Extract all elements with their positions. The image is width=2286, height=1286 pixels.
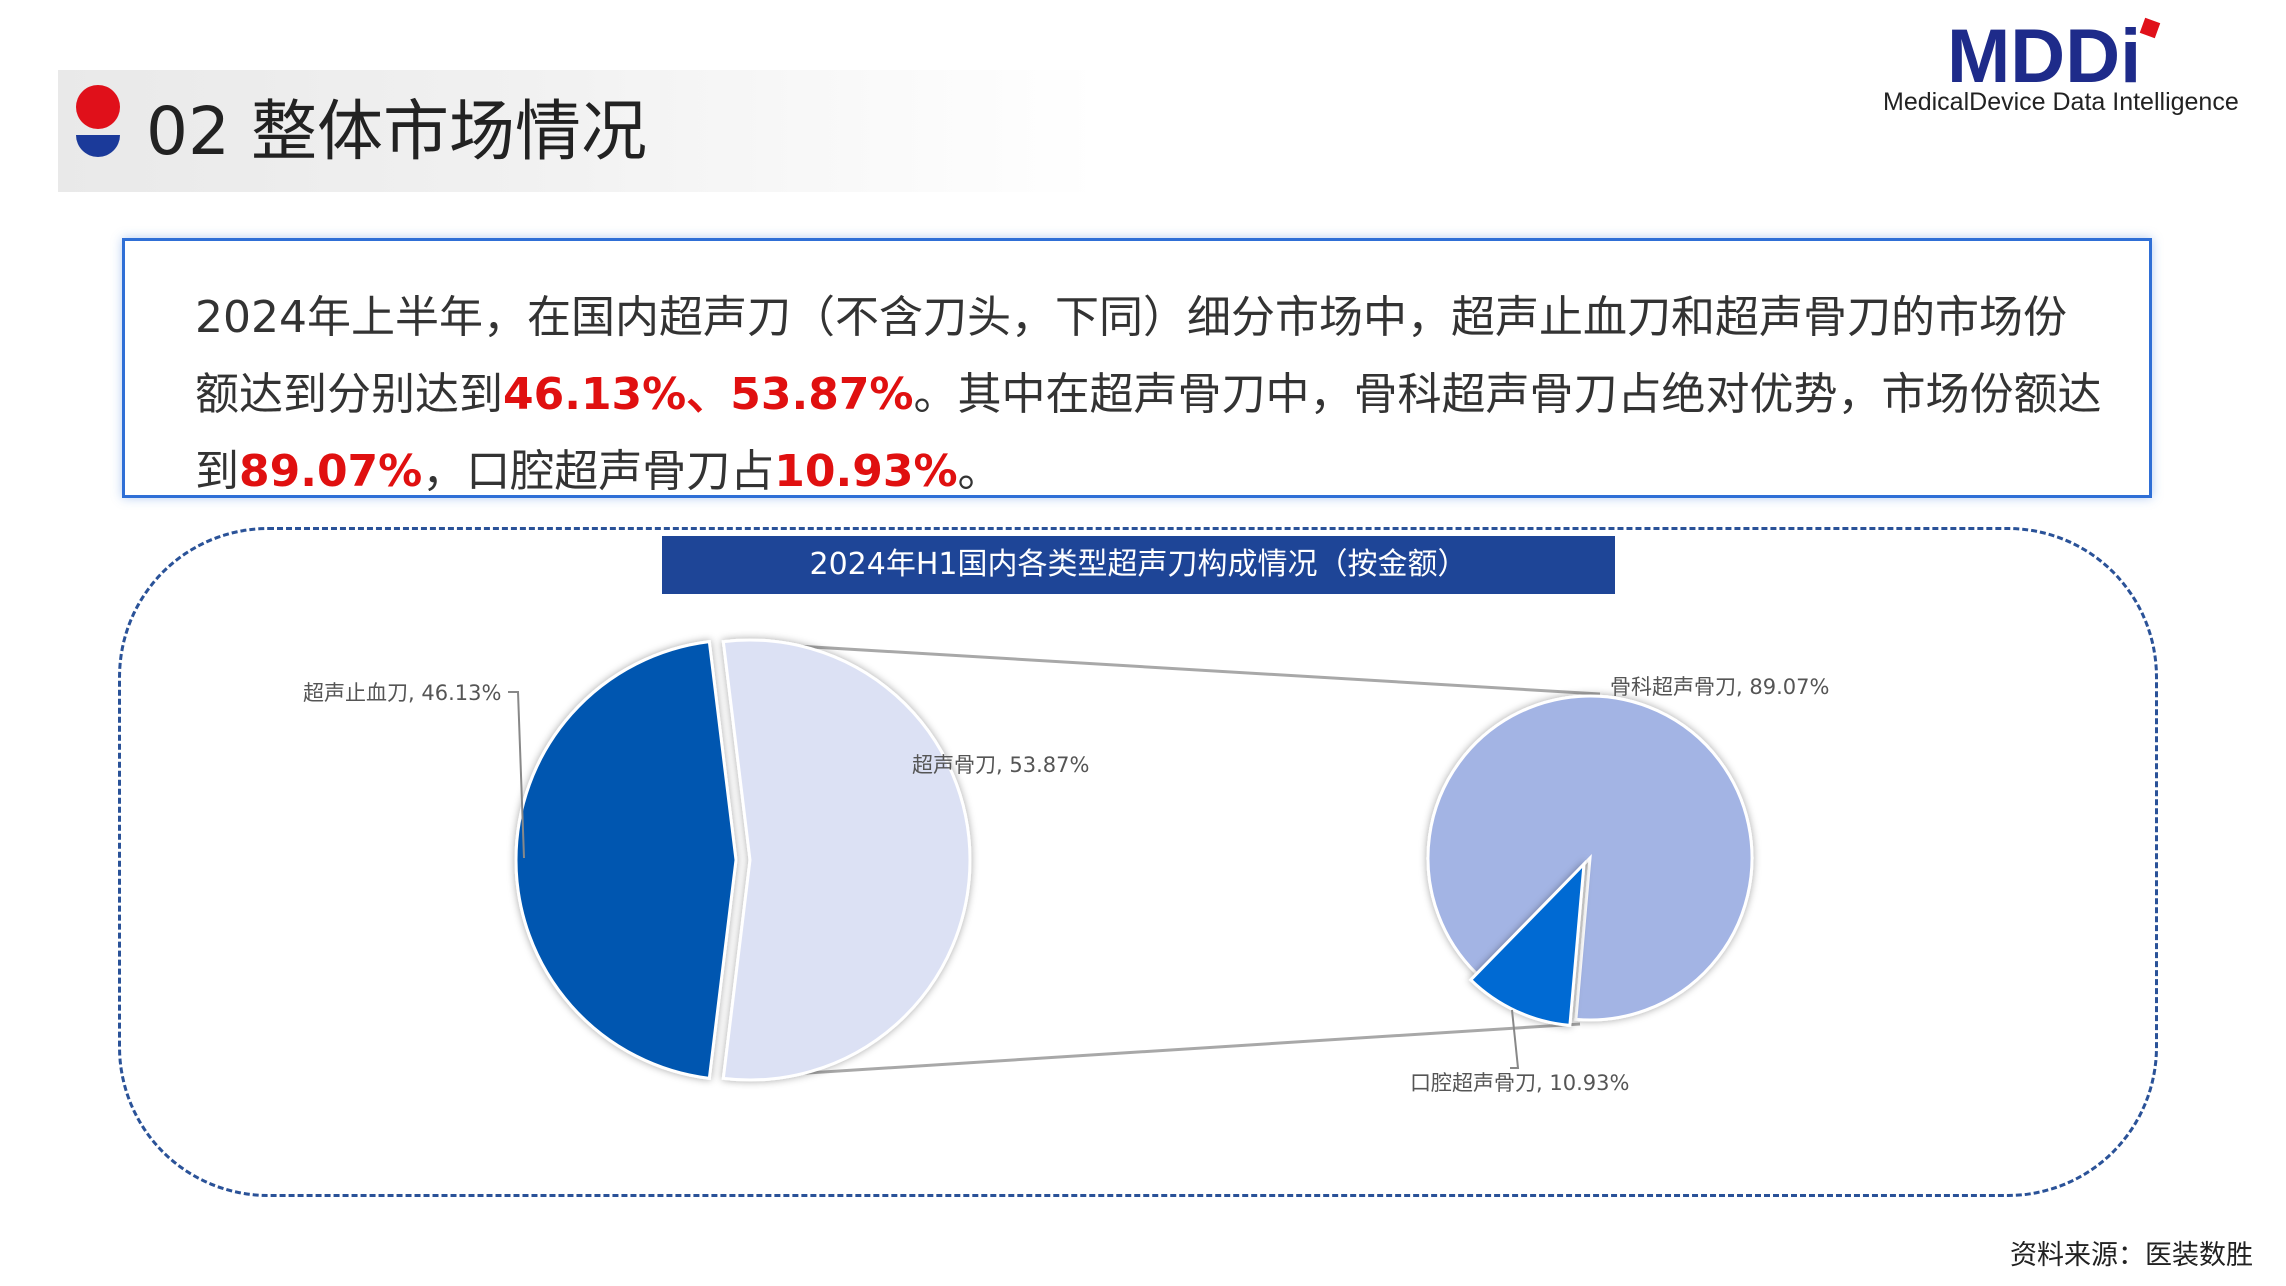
- pie-slice-orthopedic-bone-knife: [1426, 694, 1754, 1022]
- summary-part-4: 。: [957, 446, 1002, 497]
- summary-box: 2024年上半年，在国内超声刀（不含刀头，下同）细分市场中，超声止血刀和超声骨刀…: [122, 238, 2152, 498]
- chart-frame: [118, 527, 2158, 1197]
- label-dental-bone-knife: 口腔超声骨刀, 10.93%: [1410, 1071, 1629, 1095]
- summary-highlight-1: 46.13%、53.87%: [503, 369, 914, 420]
- header-band: [58, 70, 1098, 192]
- chart-title: 2024年H1国内各类型超声刀构成情况（按金额）: [662, 536, 1615, 594]
- leader-hemostatic-knife: [508, 691, 525, 859]
- connector-line-bottom: [723, 1022, 1581, 1080]
- summary-part-3: ，口腔超声骨刀占: [422, 446, 775, 497]
- logo-mark: MDDi: [1947, 14, 2141, 99]
- label-hemostatic-knife: 超声止血刀, 46.13%: [303, 681, 501, 705]
- label-orthopedic-bone-knife: 骨科超声骨刀, 89.07%: [1610, 675, 1829, 699]
- logo-tagline: MedicalDevice Data Intelligence: [1883, 88, 2239, 116]
- pie-slice-bone-knife: [721, 638, 972, 1082]
- summary-text: 2024年上半年，在国内超声刀（不含刀头，下同）细分市场中，超声止血刀和超声骨刀…: [195, 279, 2105, 510]
- page-title: 02 整体市场情况: [146, 93, 647, 170]
- summary-highlight-2: 89.07%: [239, 446, 423, 497]
- label-bone-knife: 超声骨刀, 53.87%: [912, 753, 1089, 777]
- mddi-logo-icon: MDDi: [1947, 14, 2161, 99]
- connector-line-top: [723, 640, 1601, 696]
- pie-slice-hemostatic-knife: [514, 639, 738, 1081]
- source-note: 资料来源：医装数胜: [2010, 1240, 2253, 1271]
- logo-accent-icon: [2139, 17, 2161, 39]
- bullet-dots-icon: [74, 85, 124, 157]
- summary-part-1: 2024年上半年，在国内超声刀（不含刀头，下同）细分市场中，超声止血刀和超声骨刀…: [195, 292, 2067, 420]
- summary-highlight-3: 10.93%: [774, 446, 958, 497]
- summary-part-2: 。其中在超声骨刀中，骨科超声骨刀占绝对优势，市场份额达到: [195, 369, 2102, 497]
- pie-slice-dental-bone-knife: [1468, 859, 1586, 1028]
- leader-dental-bone-knife: [1510, 1009, 1520, 1069]
